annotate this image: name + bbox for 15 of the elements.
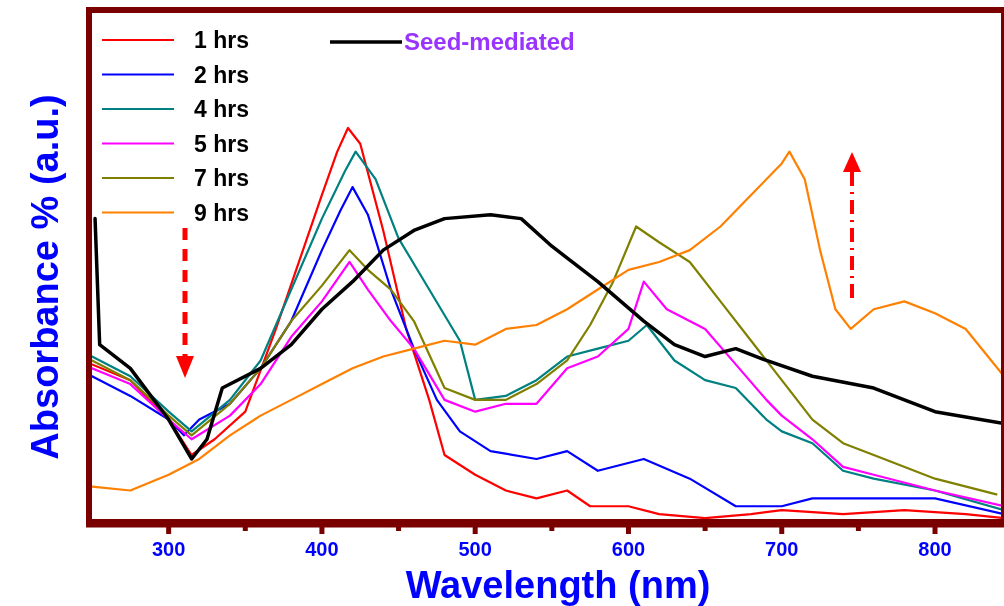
legend-label: 4 hrs: [194, 96, 249, 122]
x-tick-label: 600: [611, 538, 646, 560]
legend-label: 2 hrs: [194, 61, 249, 88]
legend-label: 1 hrs: [194, 27, 249, 53]
x-tick-label: 800: [918, 538, 952, 560]
x-tick-label: 300: [151, 538, 186, 560]
legend-label: 9 hrs: [194, 199, 249, 226]
legend-label: Seed-mediated: [404, 28, 575, 55]
legend-label: 5 hrs: [194, 130, 249, 157]
x-axis-title: Wavelength (nm): [405, 564, 711, 606]
x-tick-label: 700: [765, 538, 799, 560]
x-tick-label: 500: [458, 538, 492, 560]
x-tick-label: 400: [305, 538, 339, 560]
y-axis-title: Absorbance % (a.u.): [24, 94, 66, 460]
legend-label: 7 hrs: [194, 165, 249, 191]
